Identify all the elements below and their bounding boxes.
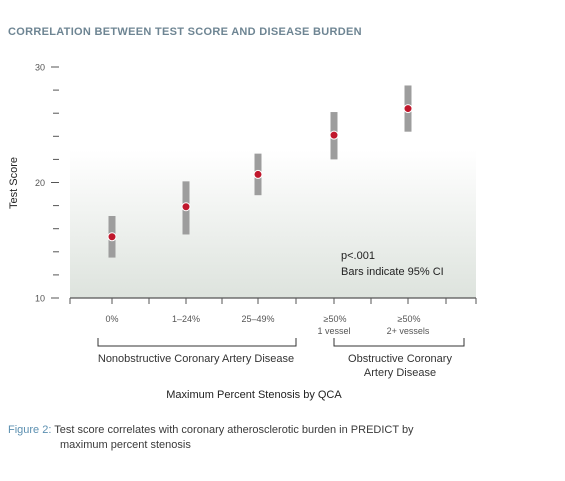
caption-text: Test score correlates with coronary athe… — [54, 424, 414, 436]
figure-caption: Figure 2: Test score correlates with cor… — [8, 423, 528, 453]
chart-annotation: Bars indicate 95% CI — [341, 266, 444, 278]
data-point — [107, 232, 117, 242]
chart-title: CORRELATION BETWEEN TEST SCORE AND DISEA… — [8, 26, 362, 38]
x-tick-sublabel: 1 vessel — [317, 326, 350, 336]
data-point — [253, 169, 263, 179]
group-label: Nonobstructive Coronary Artery Disease — [98, 353, 294, 365]
plot-background — [70, 150, 476, 298]
data-point — [403, 104, 413, 114]
group-bracket — [333, 338, 465, 347]
x-axis-label: Maximum Percent Stenosis by QCA — [166, 389, 342, 401]
x-tick-label: 0% — [105, 314, 118, 324]
x-tick-label: 25–49% — [241, 314, 274, 324]
group-label: Obstructive Coronary — [348, 353, 452, 365]
x-tick-label: ≥50% — [324, 314, 347, 324]
chart: 10 20 30 Test Score 0% 1–24% 25–49% ≥50% 1 vesse… — [8, 63, 477, 401]
x-tick-label: ≥50% — [398, 314, 421, 324]
y-axis-label: Test Score — [8, 157, 20, 209]
x-tick-sublabel: 2+ vessels — [387, 326, 430, 336]
group-bracket — [97, 338, 297, 347]
caption-text-2: maximum percent stenosis — [60, 439, 191, 451]
chart-annotation: p<.001 — [341, 250, 375, 262]
caption-lead: Figure 2: — [8, 424, 52, 436]
y-tick-label: 20 — [35, 178, 45, 188]
y-tick-label: 10 — [35, 294, 45, 304]
x-tick-label: 1–24% — [172, 314, 200, 324]
group-label: Artery Disease — [364, 367, 436, 379]
y-tick-label: 30 — [35, 63, 45, 73]
data-point — [181, 202, 191, 212]
data-point — [329, 130, 339, 140]
